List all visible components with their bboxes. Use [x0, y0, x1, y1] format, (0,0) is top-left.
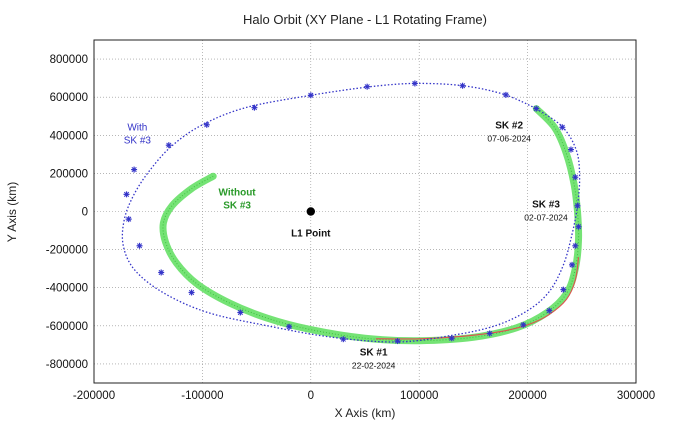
x-axis-label: X Axis (km): [335, 406, 396, 420]
series-red-line: [375, 257, 580, 340]
series-blue-marker: [158, 269, 165, 276]
y-tick-label: 200000: [50, 168, 88, 180]
series-blue-marker: [520, 321, 527, 328]
series-blue-marker: [575, 223, 582, 230]
series-blue-marker: [572, 174, 579, 181]
series-blue-marker: [165, 142, 172, 149]
series-blue-marker: [569, 261, 576, 268]
x-tick-label: 0: [308, 390, 314, 402]
series-blue-marker: [286, 323, 293, 330]
annotation-sk2-line-2: 07-06-2024: [487, 134, 531, 144]
series-blue-marker: [203, 121, 210, 128]
series-blue-marker: [123, 191, 130, 198]
annotation-without-line-1: Without: [219, 187, 257, 198]
series-blue-marker: [136, 242, 143, 249]
chart-title: Halo Orbit (XY Plane - L1 Rotating Frame…: [243, 12, 487, 27]
series-blue-marker: [567, 146, 574, 153]
l1-point-label: L1 Point: [291, 229, 331, 240]
series-green-band-texture: [162, 108, 580, 342]
series-layer: [121, 80, 583, 345]
series-blue-marker: [448, 335, 455, 342]
series-blue-marker: [546, 307, 553, 314]
plot-frame: [93, 39, 637, 384]
x-tick-label: 300000: [617, 390, 655, 402]
tick-labels: -200000 -100000 0 100000 200000 300000 -800000…: [46, 54, 655, 402]
x-tick-label: 100000: [400, 390, 438, 402]
series-blue-marker: [131, 166, 138, 173]
series-blue-marker: [125, 216, 132, 223]
point-layer: L1 Point: [291, 207, 331, 240]
series-blue-marker: [340, 336, 347, 343]
series-blue-marker: [533, 105, 540, 112]
series-blue-marker: [459, 82, 466, 89]
series-blue-marker: [188, 289, 195, 296]
series-blue-marker: [560, 286, 567, 293]
y-tick-label: 600000: [50, 92, 88, 104]
x-tick-label: 200000: [508, 390, 546, 402]
annotation-sk1-line-1: SK #1: [360, 347, 388, 358]
annotation-sk3-line-1: SK #3: [532, 199, 560, 210]
series-blue-marker: [237, 309, 244, 316]
y-tick-label: -800000: [46, 359, 88, 371]
series-blue-marker: [394, 338, 401, 345]
y-tick-label: -200000: [46, 245, 88, 257]
x-tick-label: -100000: [181, 390, 223, 402]
annotation-layer: With SK #3 Without SK #3 SK #2 07-06-2024 SK #…: [124, 121, 568, 371]
series-blue-marker: [364, 83, 371, 90]
x-tick-label: -200000: [73, 390, 115, 402]
annotation-with-line-1: With: [127, 123, 147, 134]
y-axis-label: Y Axis (km): [5, 182, 19, 242]
series-blue-marker: [251, 104, 258, 111]
series-blue-marker: [411, 80, 418, 87]
series-blue-marker: [486, 330, 493, 337]
series-blue-marker: [307, 92, 314, 99]
series-blue-marker: [559, 124, 566, 131]
y-tick-label: -600000: [46, 321, 88, 333]
series-blue-marker: [502, 91, 509, 98]
annotation-without-line-2: SK #3: [223, 200, 251, 211]
l1-point-marker: [306, 207, 315, 216]
annotation-sk2-line-1: SK #2: [495, 121, 523, 132]
y-tick-label: 400000: [50, 130, 88, 142]
y-tick-label: 0: [82, 207, 88, 219]
annotation-with-line-2: SK #3: [124, 136, 152, 147]
series-blue-marker: [574, 202, 581, 209]
series-blue-marker: [572, 242, 579, 249]
annotation-sk1-line-2: 22-02-2024: [352, 360, 396, 370]
y-tick-label: 800000: [50, 54, 88, 66]
annotation-sk3-line-2: 02-07-2024: [524, 212, 568, 222]
y-tick-label: -400000: [46, 283, 88, 295]
